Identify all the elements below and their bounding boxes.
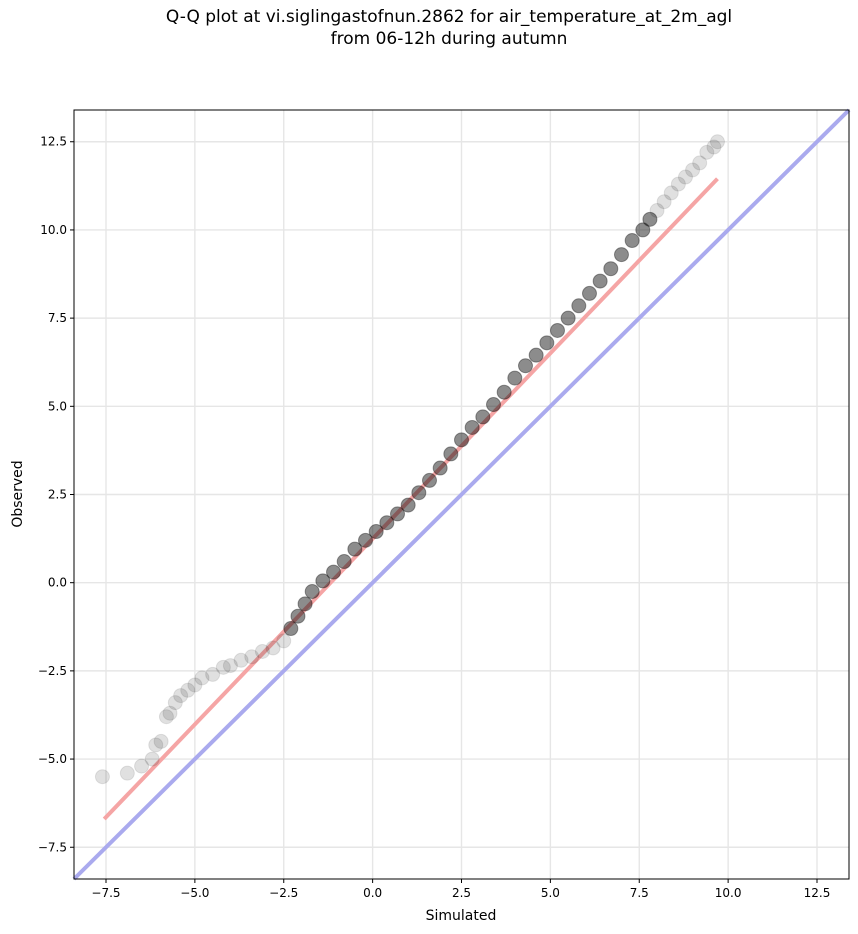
- y-tick-label: 5.0: [48, 399, 67, 413]
- identity-line: [72, 108, 851, 881]
- x-tick-label: 10.0: [715, 886, 742, 900]
- quantile-point: [283, 621, 299, 637]
- quantile-point: [297, 596, 313, 612]
- quantile-point: [134, 758, 150, 774]
- quantile-point: [358, 532, 374, 548]
- quantile-point: [709, 134, 725, 150]
- y-tick-label: 7.5: [48, 311, 67, 325]
- quantile-point: [158, 709, 174, 725]
- x-tick-label: 7.5: [630, 886, 649, 900]
- quantile-point: [326, 564, 342, 580]
- quantile-point: [167, 695, 183, 711]
- x-tick-label: 12.5: [804, 886, 831, 900]
- quantile-point: [379, 515, 395, 531]
- points-layer: [94, 134, 725, 785]
- quantile-point: [642, 211, 658, 227]
- chart-title-line2: from 06-12h during autumn: [330, 29, 568, 49]
- chart-title: Q-Q plot at vi.siglingastofnun.2862 for …: [0, 6, 858, 50]
- quantile-point: [699, 144, 715, 160]
- identity-line-layer: [72, 108, 851, 881]
- quantile-point: [194, 670, 210, 686]
- x-tick-label: −7.5: [91, 886, 120, 900]
- quantile-point: [613, 247, 629, 263]
- quantile-point: [153, 733, 169, 749]
- quantile-point: [454, 432, 469, 448]
- fit-line-layer: [102, 177, 719, 821]
- quantile-point: [670, 176, 686, 192]
- y-tick-label: −5.0: [38, 752, 67, 766]
- quantile-point: [422, 472, 438, 488]
- y-tick-label: −2.5: [38, 664, 67, 678]
- quantile-point: [94, 769, 110, 785]
- y-tick-label: −7.5: [38, 840, 67, 854]
- quantile-point: [265, 640, 281, 656]
- grid-layer: [74, 110, 849, 879]
- quantile-point: [347, 541, 363, 557]
- quantile-point: [390, 506, 406, 522]
- x-tick-label: 2.5: [452, 886, 471, 900]
- x-tick-label: −2.5: [269, 886, 298, 900]
- quantile-point: [649, 203, 665, 219]
- quantile-point: [592, 273, 608, 289]
- quantile-point: [507, 370, 523, 386]
- quantile-point: [233, 652, 249, 668]
- quantile-point: [475, 409, 491, 425]
- quantile-point: [254, 643, 270, 659]
- x-tick-label: 5.0: [541, 886, 560, 900]
- quantile-point: [443, 446, 459, 462]
- quantile-point: [173, 688, 189, 704]
- quantile-point: [549, 322, 565, 338]
- y-tick-label: 10.0: [40, 223, 67, 237]
- x-tick-label: 0.0: [363, 886, 382, 900]
- fit-line: [102, 177, 719, 821]
- quantile-point: [336, 554, 352, 570]
- y-tick-label: 0.0: [48, 576, 67, 590]
- quantile-point: [315, 573, 331, 589]
- quantile-point: [180, 682, 196, 698]
- chart-title-line1: Q-Q plot at vi.siglingastofnun.2862 for …: [165, 7, 733, 27]
- quantile-point: [432, 460, 448, 476]
- quantile-point: [244, 649, 260, 665]
- quantile-point: [162, 705, 178, 721]
- quantile-point: [222, 658, 238, 674]
- quantile-point: [496, 384, 512, 400]
- y-tick-label: 12.5: [40, 135, 67, 149]
- quantile-point: [528, 347, 544, 363]
- quantile-point: [677, 169, 693, 185]
- quantile-point: [706, 139, 722, 155]
- quantile-point: [517, 358, 533, 374]
- quantile-point: [581, 285, 597, 301]
- quantile-point: [205, 666, 221, 682]
- quantile-point: [656, 194, 672, 210]
- y-axis-label: Observed: [10, 460, 26, 527]
- quantile-point: [692, 155, 708, 171]
- quantile-point: [368, 524, 384, 540]
- quantile-point: [603, 261, 619, 277]
- quantile-point: [685, 162, 701, 178]
- quantile-point: [485, 397, 501, 413]
- y-axis-ticks: −7.5 −5.0 −2.5 0.0 2.5 5.0 7.5 10.0 12.5: [38, 135, 74, 854]
- quantile-point: [411, 485, 427, 501]
- quantile-point: [571, 298, 587, 314]
- quantile-point: [290, 608, 306, 624]
- quantile-point: [148, 737, 164, 753]
- x-tick-label: −5.0: [180, 886, 209, 900]
- quantile-point: [539, 335, 555, 351]
- quantile-point: [663, 185, 679, 201]
- quantile-point: [215, 659, 231, 675]
- y-tick-label: 2.5: [48, 488, 67, 502]
- quantile-point: [144, 751, 160, 767]
- x-axis-label: Simulated: [426, 908, 497, 924]
- quantile-point: [400, 497, 416, 513]
- quantile-point: [464, 419, 480, 435]
- quantile-point: [276, 633, 292, 649]
- quantile-point: [635, 222, 651, 238]
- quantile-point: [624, 233, 640, 249]
- quantile-point: [119, 765, 135, 781]
- quantile-point: [304, 584, 320, 600]
- x-axis-ticks: −7.5 −5.0 −2.5 0.0 2.5 5.0 7.5 10.0 12.5: [91, 879, 830, 900]
- quantile-point: [187, 677, 203, 693]
- quantile-point: [560, 310, 576, 326]
